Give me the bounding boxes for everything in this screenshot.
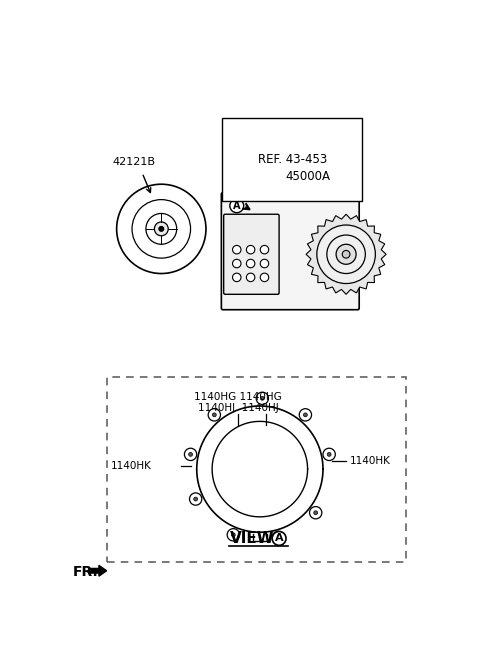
Circle shape: [336, 244, 356, 264]
Circle shape: [231, 533, 235, 537]
Circle shape: [272, 531, 284, 544]
Bar: [318, 186, 328, 194]
Circle shape: [314, 511, 318, 515]
Circle shape: [232, 259, 241, 268]
Bar: [247, 186, 257, 194]
Circle shape: [303, 413, 307, 417]
Circle shape: [246, 273, 255, 281]
Text: 1140HK: 1140HK: [111, 461, 152, 471]
Text: A: A: [275, 533, 283, 543]
Circle shape: [276, 535, 280, 539]
Bar: [295, 186, 304, 194]
Circle shape: [190, 493, 202, 505]
Circle shape: [242, 189, 250, 196]
Circle shape: [342, 251, 350, 258]
Text: 1140HJ  1140HJ: 1140HJ 1140HJ: [198, 403, 279, 413]
Text: FR.: FR.: [73, 565, 98, 579]
Circle shape: [260, 245, 269, 254]
Circle shape: [262, 187, 269, 194]
Circle shape: [299, 409, 312, 421]
Text: 42121B: 42121B: [113, 157, 156, 167]
Text: 1140HG 1140HG: 1140HG 1140HG: [194, 392, 282, 403]
Circle shape: [317, 225, 375, 283]
Circle shape: [260, 273, 269, 281]
Circle shape: [287, 186, 294, 192]
Text: 1140HK: 1140HK: [350, 457, 391, 466]
Circle shape: [323, 448, 336, 461]
FancyBboxPatch shape: [224, 215, 279, 295]
Circle shape: [260, 259, 269, 268]
Circle shape: [230, 199, 244, 213]
Bar: [108, 377, 406, 562]
Circle shape: [159, 226, 164, 231]
Circle shape: [312, 186, 319, 192]
Text: A: A: [233, 201, 240, 211]
Bar: [231, 186, 241, 194]
Circle shape: [246, 245, 255, 254]
Circle shape: [331, 187, 338, 194]
Circle shape: [310, 506, 322, 519]
Circle shape: [246, 259, 255, 268]
Circle shape: [184, 448, 197, 461]
Circle shape: [155, 222, 168, 236]
Polygon shape: [306, 215, 386, 295]
Circle shape: [227, 529, 240, 541]
Text: 45000A: 45000A: [285, 170, 330, 183]
Circle shape: [327, 453, 331, 457]
Text: REF. 43-453: REF. 43-453: [258, 153, 327, 166]
Circle shape: [208, 409, 220, 421]
Bar: [262, 186, 272, 194]
Polygon shape: [90, 565, 107, 576]
Circle shape: [272, 531, 286, 545]
Circle shape: [232, 245, 241, 254]
Circle shape: [194, 497, 198, 501]
Circle shape: [212, 413, 216, 417]
Text: VIEW: VIEW: [230, 531, 275, 546]
Circle shape: [261, 396, 264, 400]
Circle shape: [232, 273, 241, 281]
Circle shape: [189, 453, 192, 457]
Circle shape: [327, 235, 365, 274]
Circle shape: [256, 392, 268, 405]
FancyBboxPatch shape: [221, 193, 359, 310]
Bar: [337, 186, 347, 194]
